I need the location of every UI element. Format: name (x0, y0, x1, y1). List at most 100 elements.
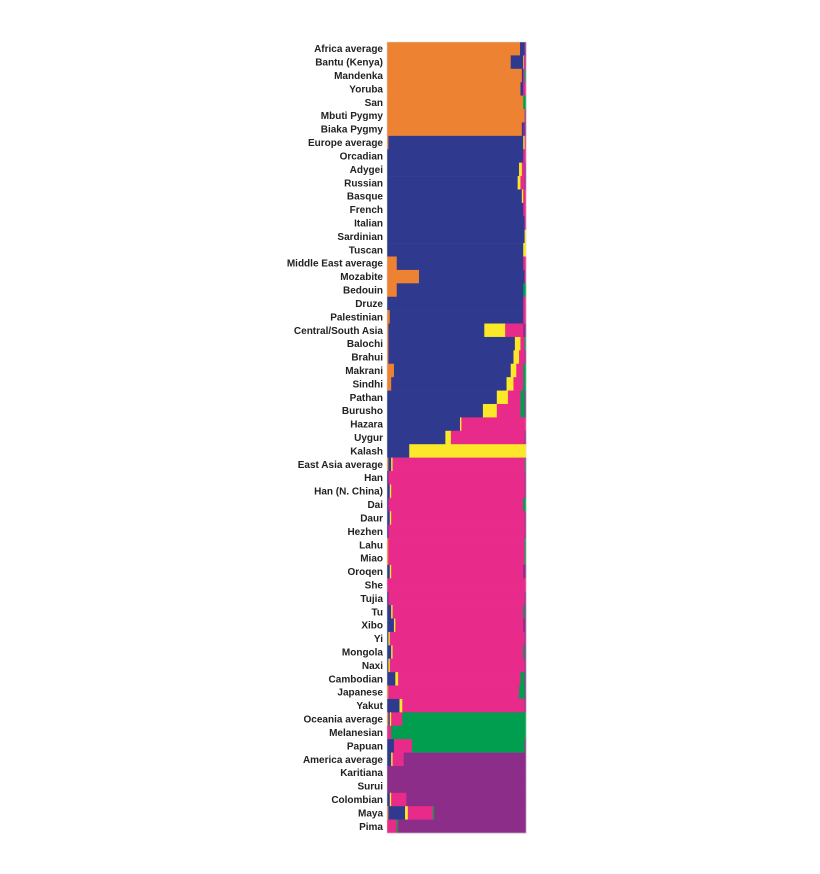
bar-segment (523, 377, 527, 391)
bar-segment (388, 350, 514, 365)
bars-group (387, 42, 527, 834)
category-label: America average (303, 755, 383, 766)
bar-segment (521, 68, 524, 83)
bar-segment (387, 792, 391, 807)
bar-segment (402, 712, 527, 727)
category-label: Burusho (342, 406, 383, 417)
bar-segment (387, 216, 525, 230)
bar-segment (387, 698, 400, 713)
bar-segment (388, 323, 485, 338)
category-label: Naxi (362, 661, 383, 672)
bar-segment (524, 471, 527, 485)
bar-segment (387, 819, 398, 834)
bar-segment (387, 538, 389, 552)
category-label: Sardinian (337, 232, 383, 243)
bar-segment (523, 202, 527, 217)
bar-segment (387, 68, 523, 83)
bar-segment (387, 457, 389, 472)
bar-segment (524, 645, 527, 660)
bar-segment (391, 511, 525, 525)
category-label: Papuan (347, 741, 383, 752)
bar-segment (450, 430, 525, 445)
bar-segment (387, 484, 391, 499)
bar-segment (388, 135, 524, 150)
bar-segment (391, 752, 393, 767)
bar-segment (523, 95, 527, 110)
category-label: Karitiana (340, 768, 383, 779)
category-label: Orcadian (340, 151, 383, 162)
category-label: Japanese (337, 688, 383, 699)
bar-segment (389, 658, 525, 673)
bar-segment (387, 269, 420, 284)
bar-segment (523, 82, 527, 96)
bar-segment (387, 524, 389, 539)
bar-segment (387, 135, 389, 150)
bar-segment (524, 109, 527, 123)
category-label: Brahui (351, 353, 383, 364)
bar-segment (524, 42, 527, 56)
bar-segment (387, 672, 396, 686)
bar-segment (387, 42, 521, 56)
bar-segment (523, 243, 527, 257)
bar-segment (524, 658, 527, 673)
category-label: Daur (360, 513, 383, 524)
bar-segment (523, 618, 527, 633)
bar-segment (524, 538, 527, 552)
bar-segment (524, 176, 527, 190)
bar-segment (418, 269, 525, 284)
category-label: Bantu (Kenya) (315, 58, 383, 69)
bar-segment (520, 336, 525, 351)
bar-segment (387, 752, 392, 767)
bar-segment (387, 55, 512, 70)
bar-segment (388, 658, 391, 673)
bar-segment (524, 135, 527, 150)
bar-segment (387, 256, 398, 271)
bar-segment (432, 806, 435, 820)
bar-segment (461, 417, 527, 432)
bar-segment (520, 42, 525, 56)
bar-segment (388, 497, 524, 512)
bar-segment (387, 564, 391, 579)
bar-segment (387, 551, 389, 566)
category-label: Adygei (350, 165, 384, 176)
bar-segment (521, 122, 524, 137)
bar-segment (524, 162, 527, 177)
bar-segment (387, 511, 391, 525)
bar-segment (388, 336, 516, 351)
category-label: Oroqen (347, 567, 383, 578)
bar-segment (398, 819, 527, 834)
bar-segment (391, 564, 524, 579)
bar-segment (523, 283, 527, 298)
bar-segment (521, 189, 524, 204)
bar-segment (513, 377, 524, 391)
bar-segment (434, 806, 527, 820)
category-label: Miao (360, 554, 383, 565)
category-label: Biaka Pygmy (321, 125, 384, 136)
bar-segment (387, 497, 389, 512)
bar-segment (387, 390, 498, 405)
category-label: Italian (354, 218, 383, 229)
bar-segment (520, 403, 525, 418)
bar-segment (387, 618, 395, 633)
bar-segment (388, 591, 525, 606)
bar-segment (391, 712, 403, 727)
bar-segment (387, 310, 391, 324)
bar-segment (506, 377, 514, 391)
bar-segment (523, 497, 527, 512)
bar-segment (520, 672, 525, 686)
bar-segment (387, 645, 392, 660)
bar-segment (388, 551, 525, 566)
bar-segment (392, 645, 524, 660)
bar-segment (387, 725, 392, 740)
bar-segment (387, 712, 389, 727)
category-label: Han (N. China) (314, 487, 383, 498)
category-label: Colombian (331, 795, 383, 806)
bar-segment (395, 618, 524, 633)
bar-segment (391, 792, 407, 807)
category-label: Middle East average (287, 259, 384, 270)
category-label: Tujia (360, 594, 383, 605)
bar-segment (387, 109, 525, 123)
category-label: Bedouin (343, 286, 383, 297)
bar-segment (520, 82, 524, 96)
